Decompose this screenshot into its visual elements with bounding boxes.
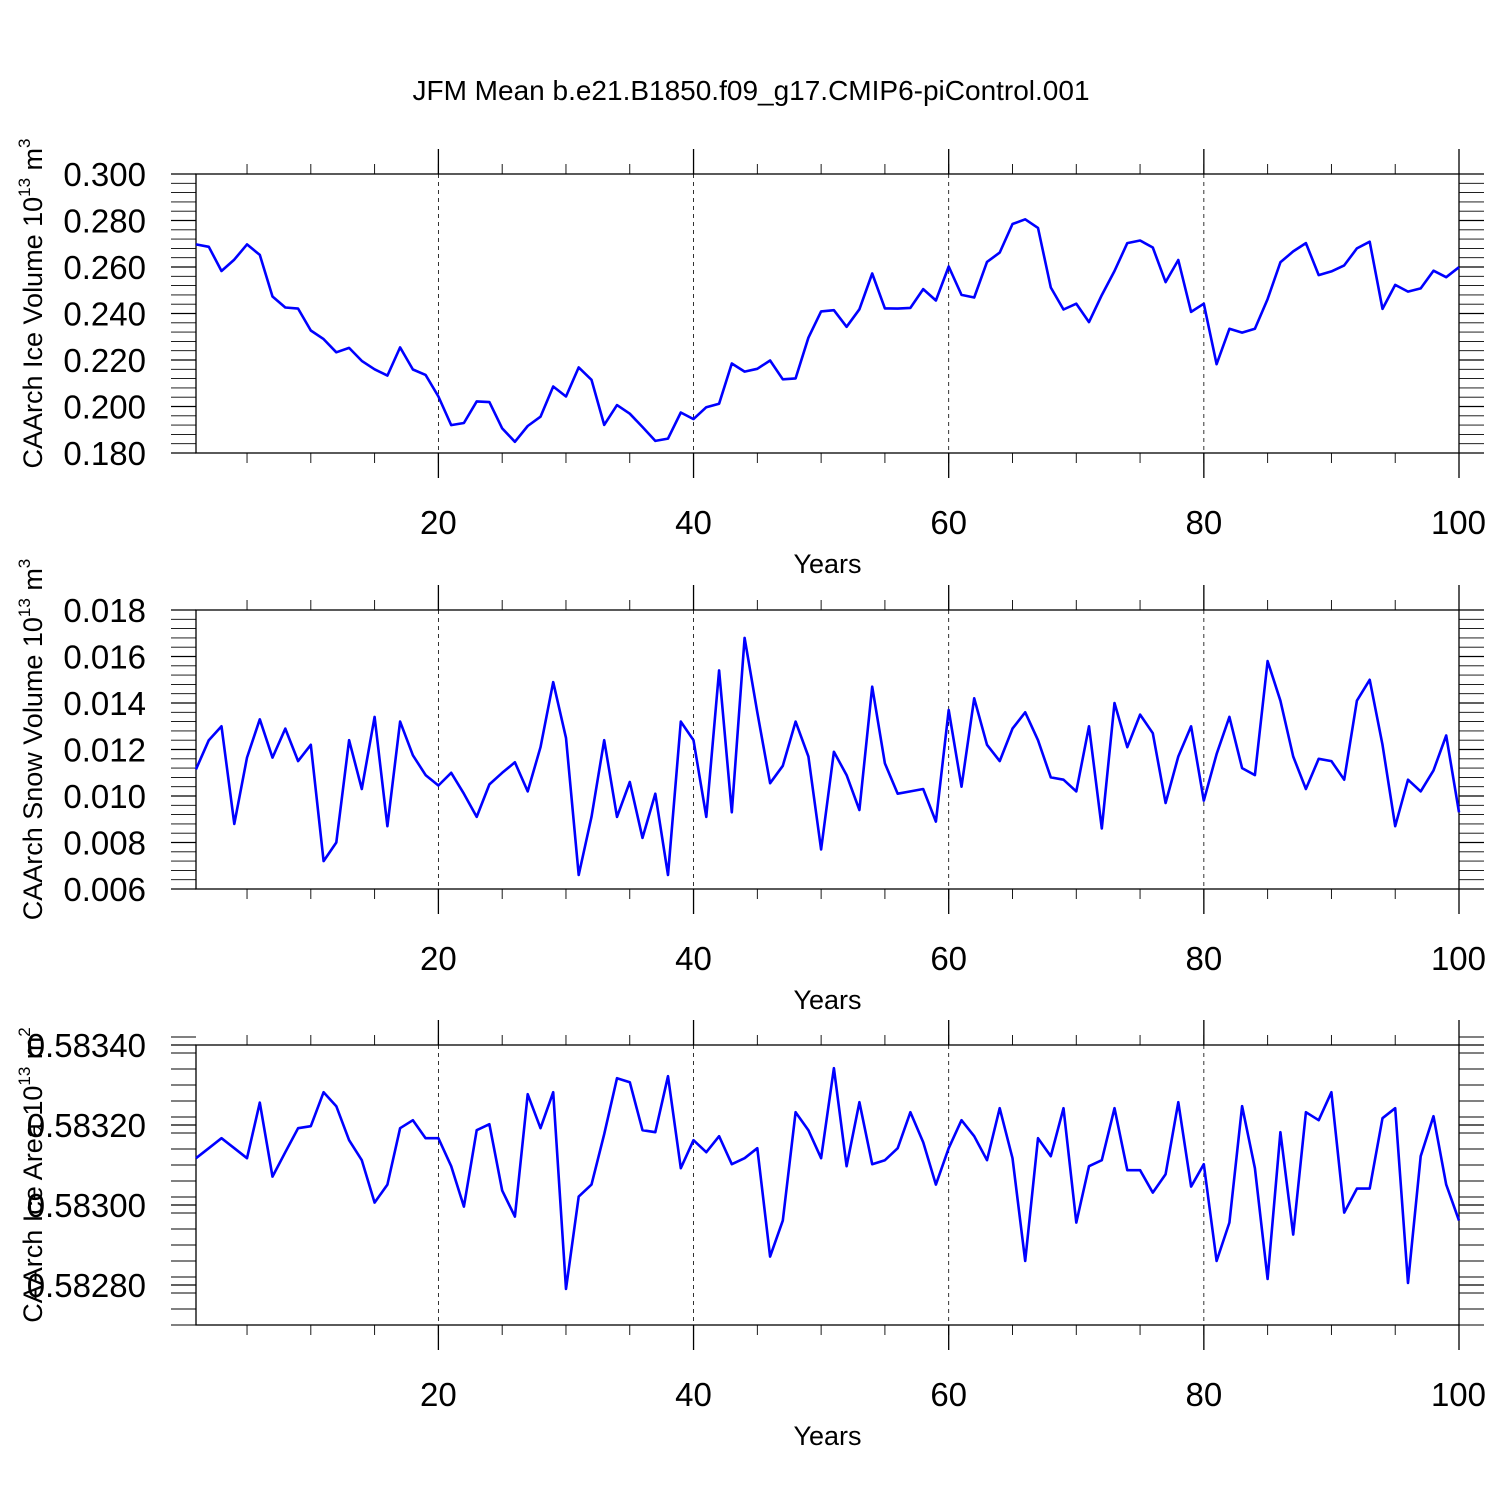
y-tick-label: 0.012: [63, 732, 146, 769]
x-tick-label: 60: [930, 1376, 967, 1413]
y-tick-label: 0.008: [63, 825, 146, 862]
y-axis-label: CAArch Ice Volume 1013 m3: [15, 138, 48, 468]
data-line: [195, 1066, 1461, 1291]
panel-snow-volume: 0.006 0.008 0.010 0.012 0.014 0.016 0.018 20 40 6…: [15, 559, 1486, 1015]
data-line: [195, 218, 1460, 444]
x-tick-label: 100: [1431, 1376, 1486, 1413]
x-tick-label: 100: [1431, 504, 1486, 541]
data-line: [194, 636, 1461, 877]
x-tick-label: 40: [675, 940, 712, 977]
x-tick-label: 40: [675, 1376, 712, 1413]
x-tick-label: 40: [675, 504, 712, 541]
y-axis-label: CAArch Ice Area 1013 m2: [15, 1027, 48, 1323]
x-axis-label: Years: [793, 985, 861, 1015]
y-tick-label: 0.58300: [27, 1187, 146, 1224]
y-tick-label: 0.010: [63, 778, 146, 815]
panel-ice-volume: 0.180 0.200 0.220 0.240 0.260 0.280 0.300 20 40 6…: [15, 138, 1486, 579]
y-tick-label: 0.220: [63, 342, 146, 379]
y-tick-label: 0.014: [63, 685, 146, 722]
x-tick-label: 80: [1185, 1376, 1222, 1413]
y-tick-label: 0.58280: [27, 1267, 146, 1304]
x-tick-label: 20: [420, 940, 457, 977]
y-tick-label: 0.280: [63, 203, 146, 240]
x-tick-label: 100: [1431, 940, 1486, 977]
y-tick-label: 0.016: [63, 639, 146, 676]
x-tick-label: 80: [1185, 504, 1222, 541]
y-tick-label: 0.240: [63, 296, 146, 333]
y-tick-label: 0.018: [63, 592, 146, 629]
x-axis-label: Years: [793, 1421, 861, 1451]
figure-title: JFM Mean b.e21.B1850.f09_g17.CMIP6-piCon…: [412, 75, 1089, 106]
y-tick-label: 0.58320: [27, 1107, 146, 1144]
plot-frame: [195, 609, 1460, 890]
x-tick-label: 20: [420, 1376, 457, 1413]
y-tick-label: 0.180: [63, 435, 146, 472]
y-tick-label: 0.200: [63, 389, 146, 426]
y-tick-label: 0.300: [63, 156, 146, 193]
x-axis-label: Years: [793, 549, 861, 579]
plot-frame: [195, 1044, 1460, 1326]
x-tick-label: 60: [930, 504, 967, 541]
y-tick-label: 0.260: [63, 249, 146, 286]
x-tick-label: 60: [930, 940, 967, 977]
plot-frame: [195, 173, 1460, 454]
x-tick-label: 80: [1185, 940, 1222, 977]
y-axis-label: CAArch Snow Volume 1013 m3: [15, 559, 48, 921]
y-tick-label: 0.006: [63, 871, 146, 908]
x-tick-label: 20: [420, 504, 457, 541]
y-tick-label: 0.58340: [27, 1027, 146, 1064]
